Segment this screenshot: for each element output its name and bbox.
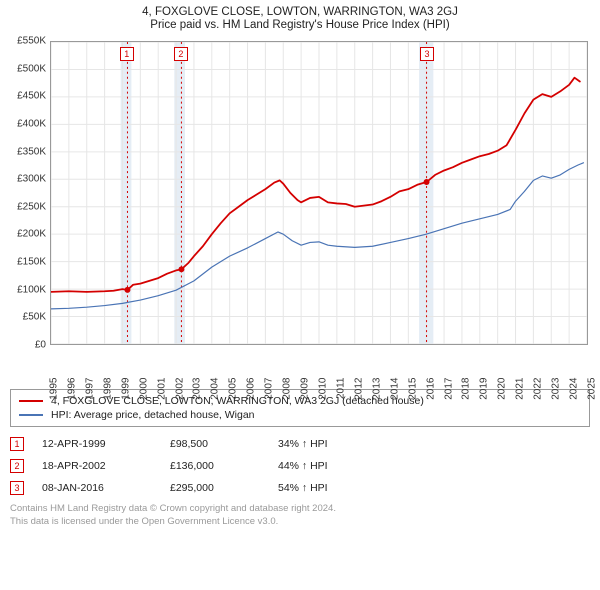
y-tick-label: £300K	[0, 174, 46, 185]
y-tick-label: £200K	[0, 229, 46, 240]
x-tick-label: 2016	[425, 378, 436, 400]
y-tick-label: £100K	[0, 284, 46, 295]
x-tick-label: 2012	[353, 378, 364, 400]
x-tick-label: 2013	[371, 378, 382, 400]
x-tick-label: 2019	[479, 378, 490, 400]
event-price: £295,000	[170, 482, 260, 494]
y-tick-label: £150K	[0, 257, 46, 268]
title-line-1: 4, FOXGLOVE CLOSE, LOWTON, WARRINGTON, W…	[8, 6, 592, 18]
plot	[50, 41, 588, 345]
x-tick-label: 2005	[228, 378, 239, 400]
x-tick-label: 2022	[533, 378, 544, 400]
x-tick-label: 2006	[246, 378, 257, 400]
x-tick-label: 2020	[497, 378, 508, 400]
x-tick-label: 1999	[120, 378, 131, 400]
event-delta: 54% ↑ HPI	[278, 482, 590, 494]
x-tick-label: 1996	[66, 378, 77, 400]
event-date: 12-APR-1999	[42, 438, 152, 450]
legend-label: HPI: Average price, detached house, Wiga…	[51, 409, 255, 421]
footer-line-2: This data is licensed under the Open Gov…	[10, 516, 590, 529]
x-tick-label: 2007	[264, 378, 275, 400]
legend-swatch	[19, 400, 43, 402]
x-tick-label: 2024	[569, 378, 580, 400]
x-tick-label: 2008	[282, 378, 293, 400]
title-line-2: Price paid vs. HM Land Registry's House …	[8, 18, 592, 31]
x-tick-label: 2021	[515, 378, 526, 400]
plot-svg	[51, 42, 587, 344]
x-tick-label: 2002	[174, 378, 185, 400]
x-tick-label: 2001	[156, 378, 167, 400]
x-tick-label: 2004	[210, 378, 221, 400]
event-date: 18-APR-2002	[42, 460, 152, 472]
event-delta: 44% ↑ HPI	[278, 460, 590, 472]
event-marker-box: 3	[10, 481, 24, 495]
event-row: 2 18-APR-2002 £136,000 44% ↑ HPI	[10, 455, 590, 477]
events-table: 1 12-APR-1999 £98,500 34% ↑ HPI 2 18-APR-2002…	[10, 433, 590, 499]
event-marker-box: 1	[10, 437, 24, 451]
x-tick-label: 2018	[461, 378, 472, 400]
x-tick-label: 1995	[49, 378, 60, 400]
event-price: £98,500	[170, 438, 260, 450]
x-tick-label: 1997	[84, 378, 95, 400]
y-tick-label: £500K	[0, 63, 46, 74]
x-tick-label: 2017	[443, 378, 454, 400]
event-price: £136,000	[170, 460, 260, 472]
chart-area: £0 £50K £100K £150K £200K £250K £300K £350K £400…	[0, 35, 600, 387]
x-tick-label: 1998	[102, 378, 113, 400]
y-tick-label: £350K	[0, 146, 46, 157]
x-tick-label: 2025	[587, 378, 598, 400]
x-tick-label: 2009	[300, 378, 311, 400]
x-tick-label: 2015	[407, 378, 418, 400]
y-tick-label: £50K	[0, 312, 46, 323]
x-tick-label: 2003	[192, 378, 203, 400]
event-marker-1: 1	[120, 47, 134, 61]
footer-line-1: Contains HM Land Registry data © Crown c…	[10, 503, 590, 516]
legend-swatch	[19, 414, 43, 416]
event-date: 08-JAN-2016	[42, 482, 152, 494]
titles: 4, FOXGLOVE CLOSE, LOWTON, WARRINGTON, W…	[0, 0, 600, 35]
legend-row: HPI: Average price, detached house, Wiga…	[19, 408, 581, 422]
event-delta: 34% ↑ HPI	[278, 438, 590, 450]
footer: Contains HM Land Registry data © Crown c…	[10, 503, 590, 529]
y-tick-label: £0	[0, 340, 46, 351]
x-tick-label: 2014	[389, 378, 400, 400]
event-row: 3 08-JAN-2016 £295,000 54% ↑ HPI	[10, 477, 590, 499]
x-tick-label: 2010	[318, 378, 329, 400]
x-tick-label: 2011	[335, 378, 346, 400]
event-row: 1 12-APR-1999 £98,500 34% ↑ HPI	[10, 433, 590, 455]
x-tick-label: 2000	[138, 378, 149, 400]
y-tick-label: £450K	[0, 91, 46, 102]
y-tick-label: £250K	[0, 201, 46, 212]
event-marker-3: 3	[420, 47, 434, 61]
y-tick-label: £400K	[0, 118, 46, 129]
x-tick-label: 2023	[551, 378, 562, 400]
event-marker-2: 2	[174, 47, 188, 61]
event-marker-box: 2	[10, 459, 24, 473]
page: 4, FOXGLOVE CLOSE, LOWTON, WARRINGTON, W…	[0, 0, 600, 529]
y-tick-label: £550K	[0, 36, 46, 47]
